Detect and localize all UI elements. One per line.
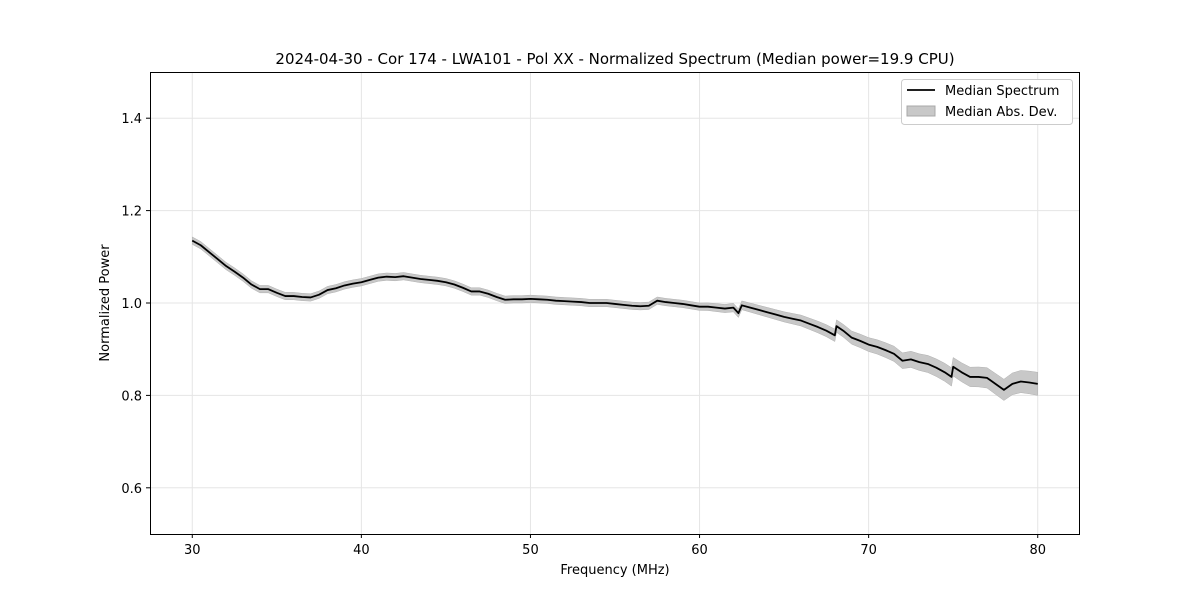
x-tick-label: 30 (184, 543, 201, 558)
mad-band (192, 236, 1038, 401)
x-axis-label: Frequency (MHz) (560, 563, 669, 578)
y-tick-label: 1.0 (121, 297, 142, 312)
legend-box (901, 79, 1073, 125)
chart-title: 2024-04-30 - Cor 174 - LWA101 - Pol XX -… (275, 50, 954, 68)
legend-label-median-spectrum: Median Spectrum (945, 84, 1059, 99)
x-tick-label: 40 (353, 543, 370, 558)
y-tick-label: 1.2 (121, 205, 142, 220)
median-spectrum-line (191, 239, 1038, 391)
y-tick-label: 0.8 (121, 389, 142, 404)
legend-label-mad: Median Abs. Dev. (945, 105, 1057, 120)
y-tick-label: 1.4 (121, 112, 142, 127)
y-axis-label: Normalized Power (98, 244, 113, 362)
x-tick-label: 80 (1029, 543, 1046, 558)
legend: Median Spectrum Median Abs. Dev. (901, 79, 1073, 125)
x-tick-label: 60 (691, 543, 708, 558)
y-tick-label: 0.6 (121, 482, 142, 497)
legend-band-swatch (906, 105, 936, 117)
x-tick-label: 50 (522, 543, 539, 558)
x-tick-label: 70 (860, 543, 877, 558)
plot-frame (150, 72, 1080, 535)
